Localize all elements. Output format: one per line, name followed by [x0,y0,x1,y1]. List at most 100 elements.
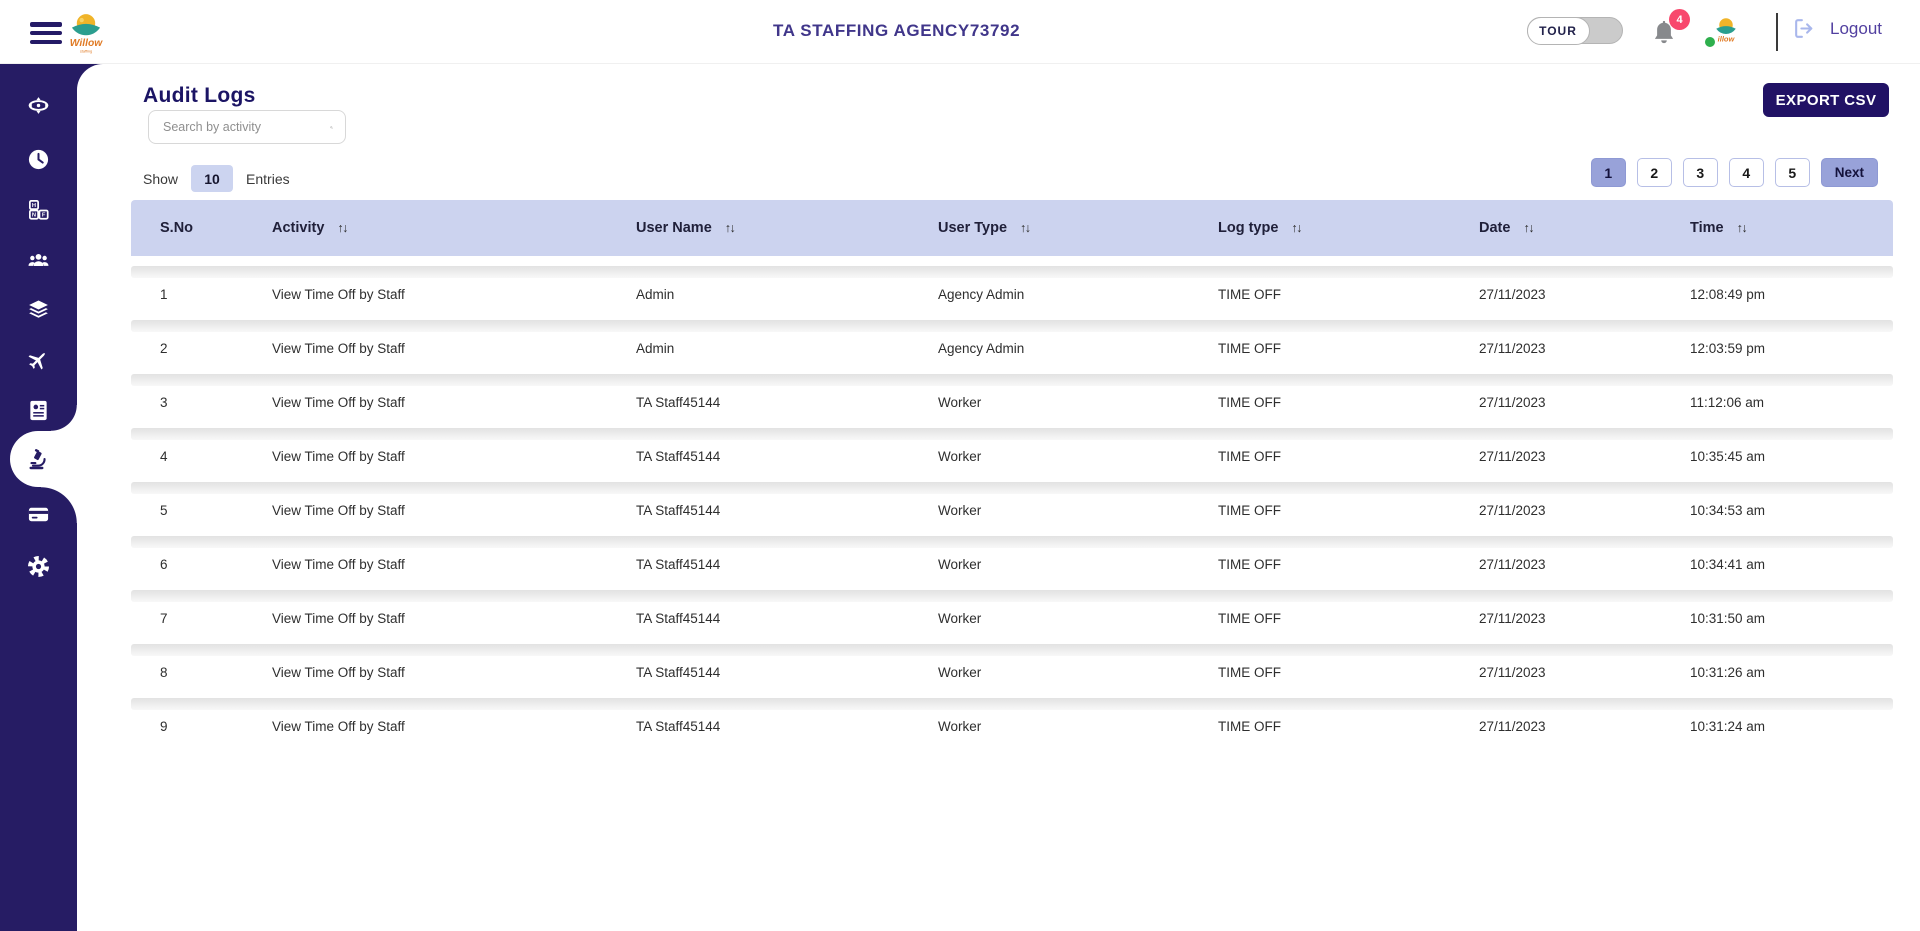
page-header-title: TA STAFFING AGENCY73792 [773,21,1021,40]
notifications-button[interactable]: 4 [1650,9,1696,54]
cell-sno: 2 [160,340,168,356]
travel-plane-icon [28,352,45,369]
cell-activity: View Time Off by Staff [272,340,405,356]
cell-log-type: TIME OFF [1218,502,1281,518]
pagination-page-2[interactable]: 2 [1636,158,1672,187]
sort-icon[interactable]: ↑↓ [1736,221,1748,235]
column-label: S.No [160,220,194,236]
cell-user-name: TA Staff45144 [636,502,721,518]
notification-count-badge: 4 [1669,9,1690,30]
table-row: 7 View Time Off by Staff TA Staff45144 Work… [131,580,1893,634]
cell-date: 27/11/2023 [1479,556,1546,572]
audit-logs-microscope-icon [29,448,46,469]
page-title: Audit Logs [143,84,256,107]
sidebar-item-journal[interactable] [0,388,77,432]
sidebar-item-billing[interactable] [0,492,77,536]
sort-icon[interactable]: ↑↓ [1523,221,1534,235]
column-header-user-type[interactable]: User Type ↑↓ [909,220,1189,236]
search-icon[interactable] [330,118,333,137]
tour-toggle-knob[interactable]: TOUR [1526,16,1590,45]
sort-icon[interactable]: ↑↓ [724,221,736,235]
cell-sno: 9 [160,718,168,734]
sidebar-nav: H N F [0,64,77,931]
cell-log-type: TIME OFF [1218,394,1281,410]
cell-user-name: TA Staff45144 [636,718,721,734]
cell-user-type: Worker [938,448,982,464]
logout-label: Logout [1830,18,1882,38]
cell-user-name: TA Staff45144 [636,556,721,572]
cell-user-type: Worker [938,610,982,626]
pagination-page-1[interactable]: 1 [1590,158,1626,187]
cell-sno: 5 [160,502,168,518]
cell-time: 12:03:59 pm [1690,340,1766,356]
cell-time: 10:31:24 am [1690,718,1766,734]
cell-time: 10:35:45 am [1690,448,1766,464]
sidebar-item-audit-logs[interactable] [0,437,77,481]
column-header-user-name[interactable]: User Name ↑↓ [607,220,909,236]
pagination-next-button[interactable]: Next [1820,158,1878,187]
search-input[interactable] [149,120,330,134]
pagination-page-4[interactable]: 4 [1728,158,1764,187]
cell-log-type: TIME OFF [1218,556,1281,572]
sort-icon[interactable]: ↑↓ [1020,221,1031,235]
cell-date: 27/11/2023 [1479,286,1546,302]
svg-text:Willow: Willow [70,38,103,49]
column-label: Log type [1218,220,1279,236]
header-divider [1776,13,1778,51]
scheduler-icon [28,96,49,114]
entries-label: Entries [246,170,290,187]
user-avatar[interactable]: illow [1706,11,1746,51]
entries-count-select[interactable]: 10 [191,165,234,192]
cell-user-name: TA Staff45144 [636,394,721,410]
cell-time: 10:31:26 am [1690,664,1766,680]
sort-icon[interactable]: ↑↓ [1291,221,1302,235]
show-label: Show [143,170,179,187]
table-row: 9 View Time Off by Staff TA Staff45144 Work… [131,688,1893,742]
table-row: 8 View Time Off by Staff TA Staff45144 Work… [131,634,1893,688]
cell-sno: 8 [160,664,168,680]
sidebar-item-settings[interactable] [0,544,77,588]
cell-user-type: Worker [938,664,982,680]
column-header-activity[interactable]: Activity ↑↓ [243,220,607,236]
pagination-page-5[interactable]: 5 [1774,158,1810,187]
cell-user-name: TA Staff45144 [636,664,721,680]
svg-text:staffing: staffing [80,50,92,54]
sidebar-item-staff[interactable] [0,238,77,282]
svg-text:H: H [32,203,36,209]
column-header-date[interactable]: Date ↑↓ [1450,220,1661,236]
staff-group-icon [28,253,49,266]
pagination: 1 2 3 4 5 Next [1590,158,1878,187]
cell-user-name: TA Staff45144 [636,610,721,626]
pagination-page-3[interactable]: 3 [1682,158,1718,187]
cell-date: 27/11/2023 [1479,610,1546,626]
export-csv-button[interactable]: EXPORT CSV [1763,83,1889,117]
cell-activity: View Time Off by Staff [272,394,405,410]
cell-sno: 4 [160,448,168,464]
cell-log-type: TIME OFF [1218,448,1281,464]
column-header-log-type[interactable]: Log type ↑↓ [1189,220,1450,236]
sidebar-item-layers[interactable] [0,287,77,331]
sort-icon[interactable]: ↑↓ [337,221,348,235]
cell-activity: View Time Off by Staff [272,502,405,518]
search-box [148,110,346,144]
cell-log-type: TIME OFF [1218,610,1281,626]
sidebar-item-travel[interactable] [0,337,77,381]
sidebar-item-time-clock[interactable] [0,137,77,181]
hamburger-menu-icon[interactable] [30,22,62,45]
cell-log-type: TIME OFF [1218,718,1281,734]
table-row: 4 View Time Off by Staff TA Staff45144 Work… [131,418,1893,472]
bell-icon [1654,20,1674,44]
cell-log-type: TIME OFF [1218,664,1281,680]
column-label: Time [1690,220,1724,236]
tour-toggle[interactable]: TOUR [1526,16,1623,45]
table-row: 5 View Time Off by Staff TA Staff45144 Work… [131,472,1893,526]
cell-sno: 6 [160,556,168,572]
column-header-time[interactable]: Time ↑↓ [1661,220,1893,236]
cell-sno: 1 [160,286,168,302]
sidebar-item-shifts[interactable]: H N F [0,187,77,231]
logout-icon [1795,19,1813,38]
sidebar-item-scheduler[interactable] [0,83,77,127]
logout-button[interactable]: Logout [1792,16,1882,41]
column-header-s-no: S.No [131,220,243,236]
cell-time: 11:12:06 am [1690,394,1765,410]
